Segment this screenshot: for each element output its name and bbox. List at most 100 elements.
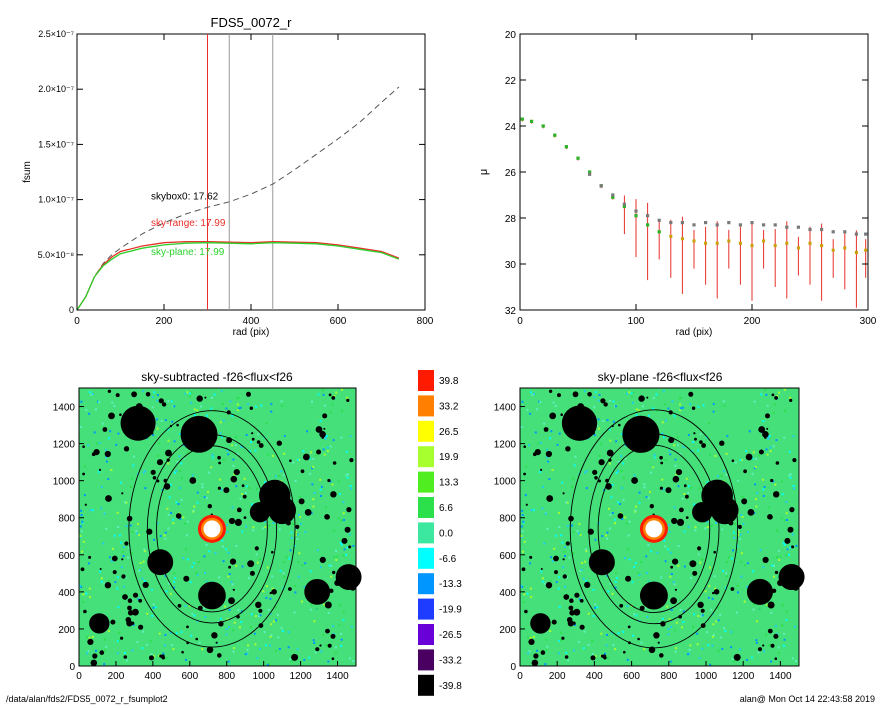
sky-subtracted-noise-pixel (162, 652, 165, 655)
sky-subtracted-noise-pixel (231, 506, 234, 509)
sky-subtracted-noise-pixel (90, 393, 93, 396)
sky-plane-noise-pixel (668, 530, 671, 533)
sky-plane-noise-pixel (602, 419, 605, 422)
mu-point (820, 244, 824, 248)
sky-subtracted-noise-pixel (116, 652, 119, 655)
sky-subtracted-noise-pixel (89, 596, 91, 599)
sky-subtracted-noise-pixel (189, 395, 192, 398)
sky-plane-noise-pixel (699, 433, 702, 436)
sky-subtracted-star-mask-5 (147, 549, 174, 576)
mu-ylabel: μ (478, 169, 490, 175)
sky-plane-noise-pixel (674, 458, 677, 461)
sky-plane-small-mask (639, 605, 645, 611)
sky-plane-noise-pixel (701, 647, 704, 650)
sky-plane-small-mask (743, 469, 747, 474)
sky-plane-noise-pixel (522, 550, 524, 553)
sky-subtracted-noise-pixel (220, 436, 223, 439)
mu-marker (657, 218, 661, 222)
sky-plane-noise-pixel (558, 526, 561, 528)
sky-plane-noise-pixel (759, 549, 762, 552)
sky-plane-noise-pixel (545, 638, 548, 641)
sky-plane-noise-pixel (786, 548, 789, 551)
sky-subtracted-noise-pixel (79, 425, 82, 428)
sky-subtracted-noise-pixel (193, 414, 196, 417)
colorbar-label-0: 39.8 (439, 376, 459, 387)
sky-subtracted-small-mask (234, 518, 242, 527)
sky-plane-small-mask (700, 608, 705, 613)
sky-subtracted-noise-pixel (196, 501, 199, 504)
sky-plane-noise-pixel (699, 561, 702, 564)
sky-plane-noise-pixel (760, 393, 763, 396)
sky-plane-noise-pixel (544, 582, 547, 585)
sky-plane-small-mask (529, 555, 533, 559)
sky-plane-noise-pixel (564, 585, 567, 588)
sky-subtracted-noise-pixel (290, 660, 293, 663)
sky-plane-small-mask (606, 449, 614, 457)
sky-subtracted-small-mask (108, 412, 115, 420)
sky-subtracted-noise-pixel (202, 607, 205, 609)
sky-plane-noise-pixel (594, 606, 596, 609)
sky-subtracted-noise-pixel (225, 407, 228, 410)
sky-subtracted-noise-pixel (322, 448, 325, 451)
sky-subtracted-noise-pixel (203, 496, 206, 499)
sky-plane-noise-pixel (614, 522, 616, 525)
sky-plane-noise-pixel (675, 473, 678, 476)
sky-plane-noise-pixel (606, 531, 609, 534)
sky-plane-noise-pixel (671, 400, 674, 403)
sky-plane-aperture-ellipse-0 (597, 444, 711, 614)
sky-plane-noise-pixel (622, 499, 625, 502)
sky-subtracted-small-mask (88, 555, 92, 559)
sky-subtracted-noise-pixel (252, 529, 255, 532)
sky-plane-noise-pixel (645, 571, 648, 574)
sky-plane-noise-pixel (755, 498, 757, 501)
sky-plane-noise-pixel (647, 414, 650, 417)
sky-subtracted-noise-pixel (335, 559, 338, 561)
sky-plane-noise-pixel (530, 509, 533, 512)
sky-plane-noise-pixel (641, 405, 644, 408)
sky-subtracted-noise-pixel (190, 391, 193, 394)
sky-plane-noise-pixel (644, 607, 647, 609)
sky-plane-noise-pixel (689, 403, 692, 406)
sky-plane-noise-pixel (527, 652, 530, 655)
sky-plane-noise-pixel (553, 547, 556, 550)
sky-subtracted-noise-pixel (238, 626, 241, 629)
sky-plane-noise-pixel (584, 471, 587, 474)
colorbar-swatch-2 (418, 420, 434, 442)
sky-plane-noise-pixel (793, 487, 795, 490)
sky-subtracted-small-mask (121, 492, 124, 495)
sky-plane-noise-pixel (599, 654, 602, 657)
sky-subtracted-small-mask (204, 396, 207, 399)
sky-plane-small-mask (603, 402, 608, 407)
sky-plane-noise-pixel (585, 469, 588, 472)
sky-plane-noise-pixel (560, 534, 563, 537)
sky-subtracted-small-mask (102, 427, 108, 432)
sky-subtracted-noise-pixel (142, 630, 144, 633)
sky-subtracted-noise-pixel (210, 396, 213, 399)
sky-subtracted-small-mask (232, 588, 235, 591)
sky-subtracted-noise-pixel (309, 608, 312, 611)
sky-subtracted-noise-pixel (268, 663, 271, 666)
sky-plane-noise-pixel (682, 621, 685, 623)
sky-subtracted-noise-pixel (315, 454, 318, 457)
sky-plane-noise-pixel (668, 524, 671, 527)
sky-subtracted-noise-pixel (255, 405, 257, 408)
sky-plane-small-mask (787, 526, 794, 533)
sky-subtracted-noise-pixel (321, 389, 324, 391)
mu-marker (646, 214, 650, 218)
sky-subtracted-noise-pixel (165, 590, 168, 593)
colorbar-label-1: 33.2 (439, 401, 459, 412)
sky-plane-noise-pixel (584, 548, 587, 551)
sky-subtracted-noise-pixel (278, 528, 281, 531)
sky-subtracted-noise-pixel (172, 518, 175, 521)
sky-plane-small-mask (789, 398, 793, 402)
sky-subtracted-noise-pixel (180, 477, 183, 480)
sky-subtracted-noise-pixel (152, 606, 155, 609)
sky-subtracted-noise-pixel (258, 558, 261, 561)
sky-subtracted-noise-pixel (333, 556, 336, 558)
sky-plane-noise-pixel (778, 559, 781, 561)
sky-subtracted-noise-pixel (345, 553, 348, 556)
sky-plane-noise-pixel (763, 485, 766, 488)
sky-subtracted-noise-pixel (232, 458, 235, 461)
sky-plane-noise-pixel (740, 561, 743, 563)
